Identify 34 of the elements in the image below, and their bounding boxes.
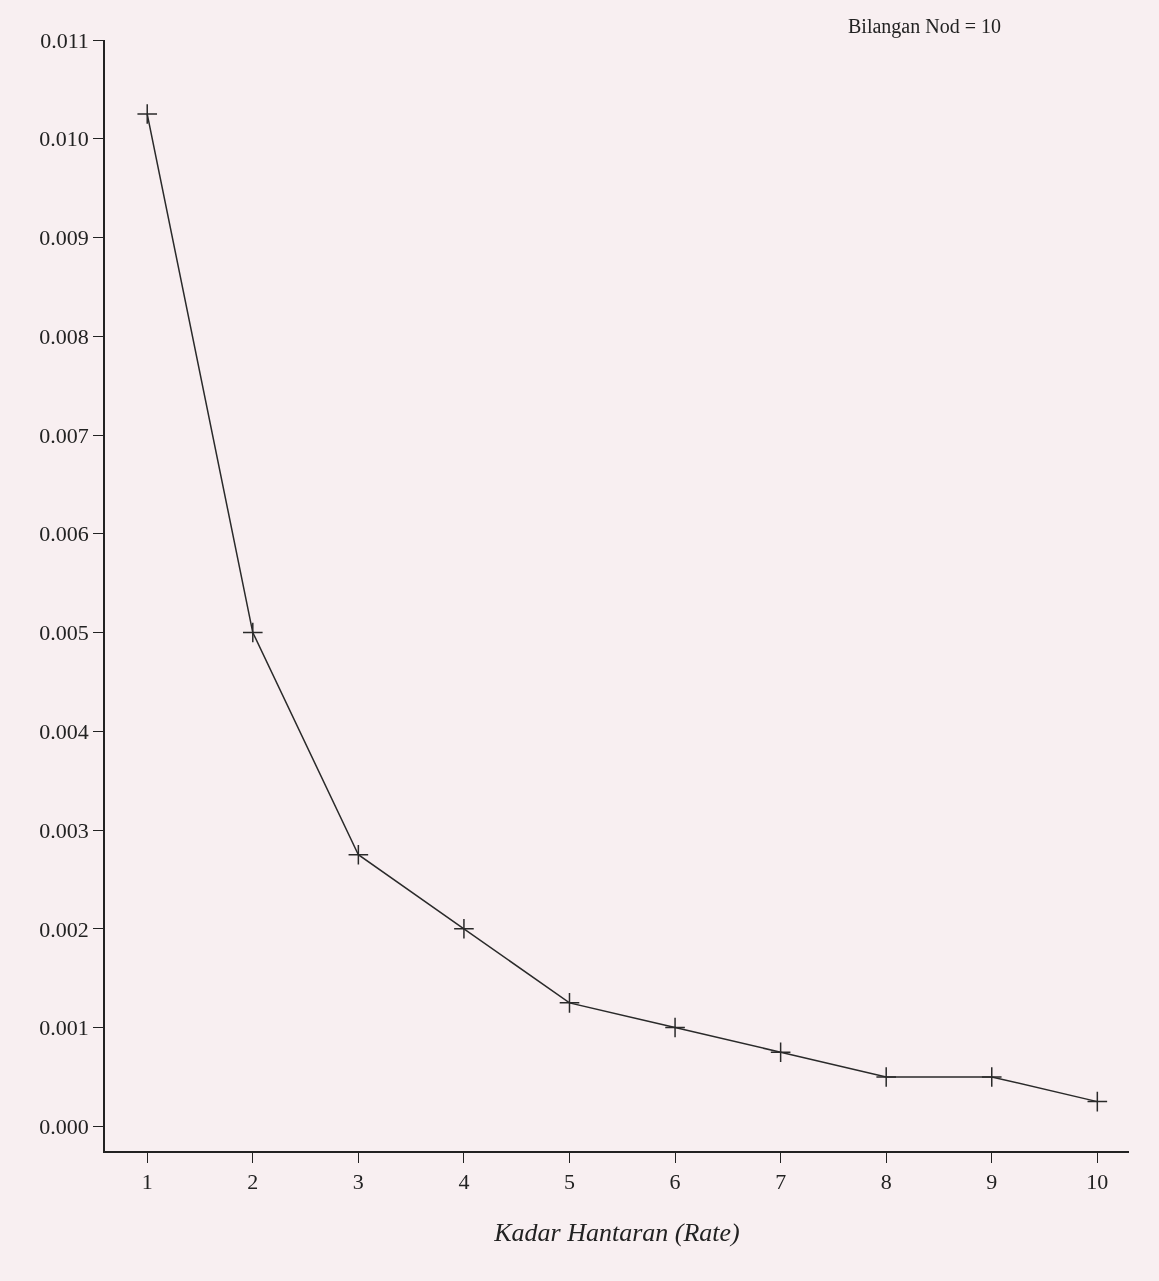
x-axis-title: Kadar Hantaran (Rate) [493,1218,740,1248]
point [558,992,581,1014]
x-tick-label: 3 [352,1169,364,1195]
point [875,1066,897,1088]
y-tick-label: 0.003 [39,817,89,843]
y-tick-label: 0.011 [40,27,89,53]
x-tick-label: 1 [141,1169,153,1195]
y-tick-label: 0.007 [39,422,89,448]
y-tick-label: 0.004 [39,718,89,744]
point [136,103,158,125]
point [770,1041,792,1063]
point [1086,1091,1108,1113]
x-tick-label: 5 [563,1169,575,1195]
x-tick-label: 7 [775,1169,787,1195]
y-tick-label: 0.010 [39,126,89,152]
y-tick-label: 0.001 [39,1015,89,1041]
y-tick-label: 0.008 [39,323,89,349]
y-tick-label: 0.005 [39,620,89,646]
point [664,1017,686,1039]
x-tick-label: 4 [458,1169,470,1195]
text: Bilangan Nod = 10 [848,15,1001,38]
point [453,918,475,940]
x-tick-label: 2 [247,1169,259,1195]
y-tick-label: 0.000 [39,1114,89,1140]
y-tick-label: 0.009 [39,225,89,251]
point [242,621,264,644]
x-tick-label: 8 [880,1169,892,1195]
x-tick-label: 6 [669,1169,681,1195]
x-tick-label: 10 [1086,1169,1109,1195]
y-tick-label: 0.006 [39,521,89,547]
point [347,844,369,866]
y-tick-label: 0.002 [39,916,89,942]
point [981,1066,1003,1088]
x-tick-label: 9 [986,1169,998,1195]
